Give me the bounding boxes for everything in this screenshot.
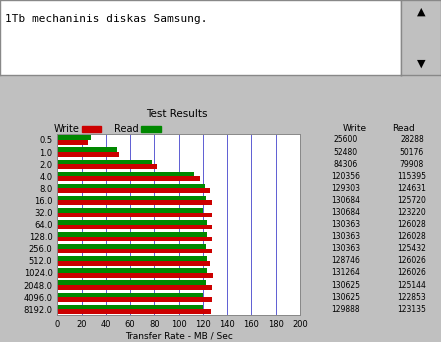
Text: 125432: 125432 — [397, 244, 426, 253]
Bar — [57, 172, 194, 176]
Text: 52480: 52480 — [334, 147, 358, 157]
Bar — [57, 164, 157, 169]
Text: 130363: 130363 — [331, 220, 360, 229]
Text: 131264: 131264 — [331, 268, 360, 277]
Text: 130684: 130684 — [331, 208, 360, 217]
Bar — [57, 285, 212, 290]
Text: 124631: 124631 — [397, 184, 426, 193]
Bar — [57, 188, 210, 193]
Text: 50176: 50176 — [400, 147, 424, 157]
Text: 79908: 79908 — [400, 160, 424, 169]
Bar — [57, 208, 203, 212]
Bar — [57, 196, 206, 200]
Bar — [57, 232, 206, 237]
Text: Test Results: Test Results — [146, 108, 207, 119]
Bar — [57, 135, 91, 140]
X-axis label: Transfer Rate - MB / Sec: Transfer Rate - MB / Sec — [125, 332, 232, 341]
Text: 128746: 128746 — [331, 256, 360, 265]
Bar — [57, 152, 120, 157]
Text: 130363: 130363 — [331, 232, 360, 241]
Bar — [57, 280, 206, 285]
Bar — [57, 244, 206, 249]
Text: 123220: 123220 — [397, 208, 426, 217]
Text: 25600: 25600 — [334, 135, 358, 144]
Bar — [57, 256, 206, 261]
Bar — [57, 160, 152, 164]
Bar — [57, 297, 212, 302]
Bar — [57, 220, 206, 225]
Bar — [57, 140, 88, 145]
Bar — [57, 147, 117, 152]
Text: 130625: 130625 — [331, 280, 360, 290]
Text: Read: Read — [114, 124, 139, 134]
Bar — [57, 305, 203, 309]
Text: 28288: 28288 — [400, 135, 424, 144]
Bar — [57, 212, 212, 217]
Text: 126026: 126026 — [397, 268, 426, 277]
Text: 125720: 125720 — [397, 196, 426, 205]
Text: ▲: ▲ — [417, 6, 426, 16]
Text: Write: Write — [343, 124, 367, 133]
Bar — [57, 261, 210, 265]
Text: 129888: 129888 — [332, 305, 360, 314]
Text: 130363: 130363 — [331, 244, 360, 253]
Text: 125144: 125144 — [397, 280, 426, 290]
Bar — [57, 237, 212, 241]
Bar — [57, 184, 205, 188]
Text: 126028: 126028 — [397, 220, 426, 229]
Text: 115395: 115395 — [397, 172, 426, 181]
Text: 123135: 123135 — [397, 305, 426, 314]
Bar — [57, 176, 200, 181]
Text: 120356: 120356 — [331, 172, 360, 181]
Bar — [57, 200, 212, 205]
Text: ▼: ▼ — [417, 59, 426, 69]
Text: Write: Write — [53, 124, 79, 134]
Bar — [57, 273, 213, 278]
Bar — [57, 249, 212, 253]
Bar — [57, 293, 203, 297]
Bar — [57, 309, 211, 314]
Text: 84306: 84306 — [334, 160, 358, 169]
Text: 129303: 129303 — [331, 184, 360, 193]
Text: 122853: 122853 — [397, 293, 426, 302]
Text: 126026: 126026 — [397, 256, 426, 265]
Text: 126028: 126028 — [397, 232, 426, 241]
Text: 130625: 130625 — [331, 293, 360, 302]
Bar — [57, 268, 206, 273]
Text: 130684: 130684 — [331, 196, 360, 205]
Bar — [57, 225, 212, 229]
Text: 1Tb mechaninis diskas Samsung.: 1Tb mechaninis diskas Samsung. — [5, 14, 207, 24]
Text: Read: Read — [392, 124, 415, 133]
